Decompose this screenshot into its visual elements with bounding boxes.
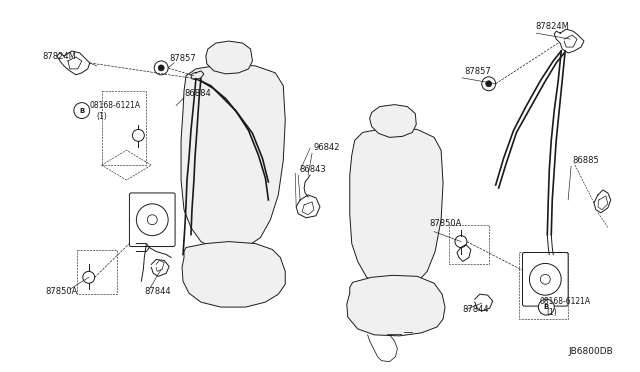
Polygon shape <box>347 275 445 336</box>
Text: 08168-6121A: 08168-6121A <box>90 100 141 110</box>
Polygon shape <box>181 64 285 251</box>
Text: 87850A: 87850A <box>429 219 461 228</box>
Polygon shape <box>350 128 443 289</box>
Polygon shape <box>182 241 285 307</box>
Text: 87824M: 87824M <box>536 22 569 31</box>
Circle shape <box>538 299 554 315</box>
Circle shape <box>486 81 492 87</box>
Circle shape <box>158 65 164 71</box>
FancyBboxPatch shape <box>522 253 568 306</box>
FancyBboxPatch shape <box>129 193 175 247</box>
Polygon shape <box>370 105 416 137</box>
Text: 87844: 87844 <box>145 287 171 296</box>
Text: 87857: 87857 <box>464 67 491 76</box>
Text: 87850A: 87850A <box>45 287 77 296</box>
Text: 87824M: 87824M <box>42 52 76 61</box>
Text: B: B <box>543 304 549 310</box>
Text: 96842: 96842 <box>313 143 340 152</box>
Text: (1): (1) <box>547 308 557 317</box>
Text: B: B <box>79 108 84 113</box>
Text: 86884: 86884 <box>184 89 211 98</box>
Text: 87857: 87857 <box>169 54 196 63</box>
Text: JB6800DB: JB6800DB <box>568 347 613 356</box>
Text: 86843: 86843 <box>299 165 326 174</box>
Circle shape <box>74 103 90 119</box>
Text: (1): (1) <box>97 112 108 121</box>
Polygon shape <box>206 41 253 74</box>
Text: 08168-6121A: 08168-6121A <box>540 297 591 306</box>
Text: 86885: 86885 <box>572 156 599 165</box>
Text: 87844: 87844 <box>462 305 488 314</box>
